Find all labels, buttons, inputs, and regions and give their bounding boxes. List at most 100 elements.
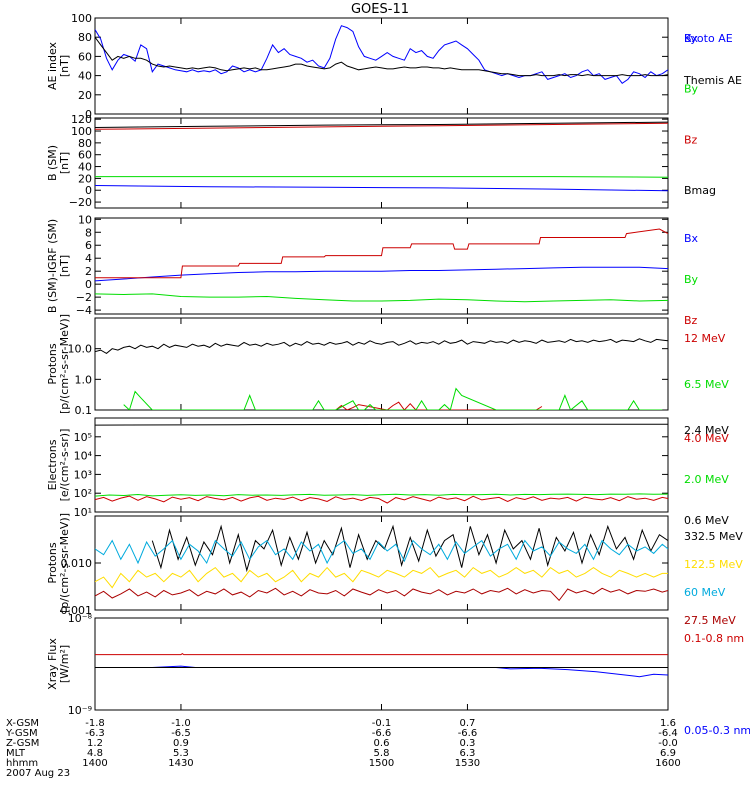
y-tick-label: 20 bbox=[78, 89, 92, 102]
axis-row-value: -0.0 bbox=[658, 738, 678, 749]
series-line bbox=[123, 387, 663, 410]
axis-row-label: X-GSM bbox=[6, 718, 39, 729]
y-axis-label-line: Xray Flux bbox=[46, 638, 59, 690]
legend-label: 12 MeV bbox=[684, 332, 726, 345]
legend-label: Bx bbox=[684, 232, 699, 245]
legend-label: 2.0 MeV bbox=[684, 473, 729, 486]
axis-row-value: 0.7 bbox=[459, 718, 475, 729]
axis-row-label: hhmm bbox=[6, 758, 38, 769]
panel-frame bbox=[94, 317, 669, 411]
series-line bbox=[95, 665, 668, 678]
panel-frame bbox=[94, 617, 669, 711]
y-tick-label: 100 bbox=[71, 12, 92, 25]
y-tick-label: 8 bbox=[85, 226, 92, 239]
axis-row-value: 1.2 bbox=[87, 738, 103, 749]
legend-label: 6.5 MeV bbox=[684, 378, 729, 391]
panel-frame bbox=[94, 217, 669, 315]
axis-row-label: Y-GSM bbox=[5, 728, 38, 739]
axis-row-value: 0.3 bbox=[459, 738, 475, 749]
axis-row-value: 0.9 bbox=[173, 738, 189, 749]
y-tick-label: 10¹ bbox=[74, 506, 92, 519]
axis-row-value: -6.6 bbox=[372, 728, 392, 739]
axis-row-label: Z-GSM bbox=[6, 738, 39, 749]
y-tick-label: 10 bbox=[78, 213, 92, 226]
y-tick-label: 1.0 bbox=[75, 373, 93, 386]
axis-row-value: 1530 bbox=[455, 758, 480, 769]
series-line bbox=[95, 495, 668, 504]
y-tick-label: 0 bbox=[85, 278, 92, 291]
y-tick-label: 0.010 bbox=[61, 557, 93, 570]
series-line bbox=[95, 539, 668, 565]
y-axis-label: Electrons[e/(cm²-s-sr)] bbox=[46, 429, 71, 502]
y-axis-label-line: [p/(cm²-s-sr-MeV)] bbox=[58, 314, 71, 414]
legend-label: Bz bbox=[684, 133, 698, 146]
series-line bbox=[95, 587, 668, 602]
plot-date: 2007 Aug 23 bbox=[6, 768, 70, 779]
series-line bbox=[95, 36, 668, 77]
y-tick-label: 40 bbox=[78, 70, 92, 83]
y-axis-label-line: [nT] bbox=[58, 255, 71, 277]
axis-row-value: 1.6 bbox=[660, 718, 676, 729]
legend-label: Bz bbox=[684, 314, 698, 327]
y-tick-label: −4 bbox=[76, 304, 92, 317]
y-tick-label: 40 bbox=[78, 161, 92, 174]
axis-row-label: MLT bbox=[6, 748, 26, 759]
y-axis-label: B (SM)-IGRF (SM)[nT] bbox=[46, 219, 71, 313]
y-axis-label: B (SM)[nT] bbox=[46, 145, 71, 181]
series-line bbox=[335, 401, 543, 410]
y-tick-label: 4 bbox=[85, 252, 92, 265]
panel-ae: 0 20 40 60 80 100 AE index[nT] Kyoto AE Themis A… bbox=[46, 12, 742, 121]
y-tick-label: 80 bbox=[78, 31, 92, 44]
y-tick-label: 120 bbox=[71, 113, 92, 126]
axis-row-value: 6.3 bbox=[459, 748, 475, 759]
legend-label: Themis AE bbox=[683, 74, 742, 87]
y-axis-label-line: B (SM) bbox=[46, 145, 59, 181]
series-line bbox=[151, 524, 668, 573]
series-line bbox=[95, 493, 668, 497]
axis-row-value: -1.0 bbox=[171, 718, 191, 729]
axis-row-value: 4.8 bbox=[87, 748, 103, 759]
legend-label: Kyoto AE bbox=[684, 32, 733, 45]
y-tick-label: 10⁻⁸ bbox=[68, 612, 93, 625]
legend-label: 332.5 MeV bbox=[684, 530, 743, 543]
y-tick-label: 10⁴ bbox=[74, 450, 93, 463]
y-tick-label: 10³ bbox=[74, 468, 92, 481]
series-line bbox=[95, 338, 668, 355]
y-axis-label-line: [e/(cm²-s-sr)] bbox=[58, 429, 71, 502]
series-line bbox=[95, 566, 668, 589]
y-axis-label-line: AE index bbox=[46, 41, 59, 90]
series-line bbox=[95, 185, 668, 192]
y-tick-label: 10.0 bbox=[68, 343, 93, 356]
y-tick-label: 6 bbox=[85, 239, 92, 252]
axis-row-value: 1400 bbox=[82, 758, 107, 769]
panel-frame bbox=[94, 117, 669, 209]
series-line bbox=[95, 423, 668, 426]
y-tick-label: 0.1 bbox=[75, 404, 93, 417]
y-tick-label: 2 bbox=[85, 265, 92, 278]
y-axis-label: AE index[nT] bbox=[46, 41, 71, 90]
legend-label: 0.6 MeV bbox=[684, 514, 729, 527]
legend-label: 0.1-0.8 nm bbox=[684, 632, 744, 645]
axis-row-value: -6.3 bbox=[85, 728, 105, 739]
legend-label: 122.5 MeV bbox=[684, 558, 743, 571]
axis-row-value: -1.8 bbox=[85, 718, 105, 729]
axis-row-value: 6.9 bbox=[660, 748, 676, 759]
series-line bbox=[95, 293, 668, 303]
y-tick-label: 60 bbox=[78, 149, 92, 162]
y-axis-label-line: [W/m²] bbox=[58, 645, 71, 683]
legend-label: Bx bbox=[684, 32, 699, 45]
y-axis-label-line: B (SM)-IGRF (SM) bbox=[46, 219, 59, 313]
legend-label: 60 MeV bbox=[684, 586, 726, 599]
series-line bbox=[95, 652, 668, 656]
axis-row-value: 5.8 bbox=[374, 748, 390, 759]
legend-label: 0.05-0.3 nm bbox=[684, 724, 750, 737]
plot-title: GOES-11 bbox=[351, 2, 409, 17]
series-line bbox=[95, 122, 668, 130]
y-axis-label-line: [nT] bbox=[58, 152, 71, 174]
